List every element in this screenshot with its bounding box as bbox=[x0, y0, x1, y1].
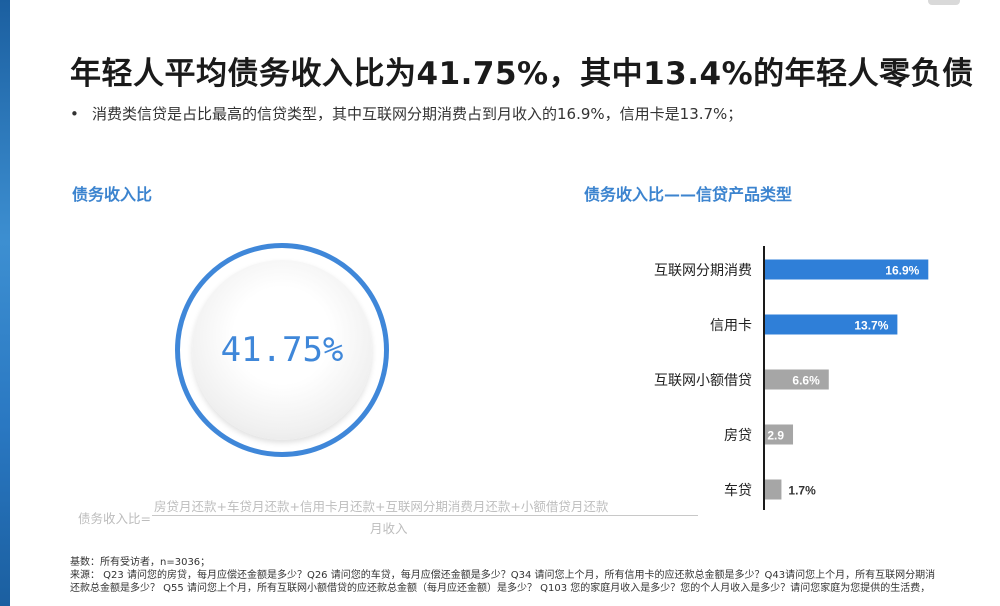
bar-0 bbox=[765, 259, 929, 280]
page-title: 年轻人平均债务收入比为41.75%，其中13.4%的年轻人零负债 bbox=[70, 56, 974, 92]
footer-source-line2: 还款总金额是多少？ Q55 请问您上个月，所有互联网小额借贷的应还款总金额（每月… bbox=[70, 583, 931, 594]
formula-numerator: 房贷月还款+车贷月还款+信用卡月还款+互联网分期消费月还款+小额借贷月还款 bbox=[154, 499, 609, 514]
bar-value-label-2: 6.6% bbox=[792, 374, 820, 388]
left-edge-decoration bbox=[0, 0, 10, 606]
category-label-0: 互联网分期消费 bbox=[654, 262, 752, 279]
right-section-title: 债务收入比——信贷产品类型 bbox=[584, 185, 793, 204]
top-right-decoration bbox=[928, 0, 960, 5]
bar-2 bbox=[765, 369, 829, 390]
ring-value: 41.75% bbox=[220, 330, 344, 370]
credit-type-bar-chart: 16.9% 13.7% 6.6% 2.9 1.7% 互联网分期消费信用卡互联网小额借贷房… bbox=[600, 240, 1000, 510]
bar-chart-svg: 16.9% 13.7% 6.6% 2.9 1.7% bbox=[763, 246, 929, 510]
formula-lhs: 债务收入比= bbox=[78, 511, 151, 526]
bar-value-label-0: 16.9% bbox=[885, 264, 919, 278]
category-label-3: 房贷 bbox=[724, 427, 752, 444]
bar-value-label-1: 13.7% bbox=[854, 319, 888, 333]
footer-notes: 基数：所有受访者，n=3036； 来源： Q23 请问您的房贷，每月应偿还金额是… bbox=[70, 556, 935, 595]
left-section-title: 债务收入比 bbox=[72, 185, 153, 204]
footer-base: 基数：所有受访者，n=3036； bbox=[70, 557, 211, 568]
bullet-point: • 消费类信贷是占比最高的信贷类型，其中互联网分期消费占到月收入的16.9%，信用… bbox=[70, 103, 742, 124]
bar-value-label-3: 2.9 bbox=[767, 429, 784, 443]
bullet-text: 消费类信贷是占比最高的信贷类型，其中互联网分期消费占到月收入的16.9%，信用卡… bbox=[92, 105, 743, 123]
ratio-ring: 41.75% bbox=[175, 243, 389, 457]
category-label-4: 车贷 bbox=[724, 482, 752, 499]
category-label-2: 互联网小额借贷 bbox=[654, 372, 752, 389]
category-label-1: 信用卡 bbox=[710, 317, 752, 334]
bar-value-label-4: 1.7% bbox=[788, 484, 816, 498]
bar-1 bbox=[765, 314, 898, 335]
bullet-dot: • bbox=[70, 105, 79, 123]
footer-source-line1: 来源： Q23 请问您的房贷，每月应偿还金额是多少？Q26 请问您的车贷，每月应… bbox=[70, 570, 936, 581]
bar-3 bbox=[765, 424, 794, 445]
formula-denominator: 月收入 bbox=[370, 521, 408, 536]
formula-fraction-bar bbox=[152, 515, 698, 516]
bar-4 bbox=[765, 479, 782, 500]
ring-inner bbox=[192, 260, 372, 440]
